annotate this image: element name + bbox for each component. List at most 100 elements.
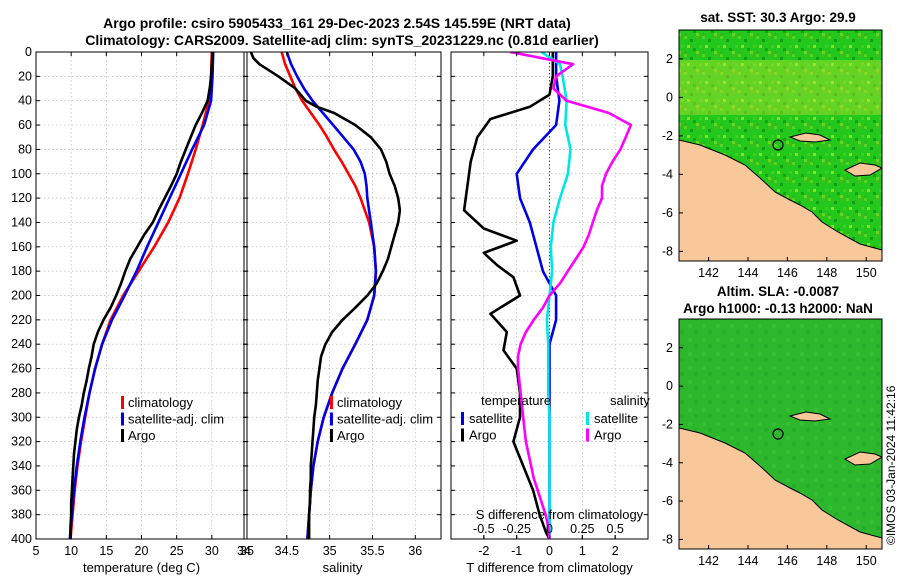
series-line-argo	[249, 52, 402, 539]
map-y-tick-label: 0	[666, 379, 673, 393]
sst-argo-location-marker	[772, 139, 784, 151]
legend-swatch-climatology	[121, 396, 124, 409]
map-y-tick-label: -8	[662, 532, 673, 546]
x-tick-label: -2	[478, 544, 489, 558]
series-line-argo	[69, 52, 214, 539]
secondary-x-tick-label: -0.25	[502, 522, 531, 536]
y-tick-label: 240	[11, 337, 32, 351]
map-y-tick-label: -2	[662, 417, 673, 431]
sla-map-title-line2: Argo h1000: -0.13 h2000: NaN	[683, 301, 873, 316]
map-x-tick-label: 146	[777, 266, 798, 280]
y-tick-label: 300	[11, 410, 32, 424]
legend-swatch-satellite-adj-clim	[121, 412, 124, 426]
legend-swatch-t-argo	[461, 428, 464, 442]
secondary-x-axis-label: S difference from climatology	[476, 507, 644, 522]
y-tick-label: 260	[11, 362, 32, 376]
series-line-s-argo	[509, 52, 633, 539]
map-x-tick-label: 144	[738, 554, 759, 568]
x-tick-label: 5	[33, 544, 40, 558]
legend-swatch-argo	[121, 429, 124, 442]
y-tick-label: 180	[11, 264, 32, 278]
x-tick-label: 35	[323, 544, 337, 558]
x-tick-label: 0	[546, 544, 553, 558]
y-tick-label: 80	[18, 142, 32, 156]
y-tick-label: 340	[11, 459, 32, 473]
legend-label-t-argo: Argo	[469, 428, 496, 443]
copyright-label: ©IMOS 03-Jan-2024 11:42:16	[884, 385, 898, 545]
secondary-x-tick-label: 0.5	[606, 522, 623, 536]
map-x-tick-label: 148	[816, 554, 837, 568]
x-axis-label: temperature (deg C)	[83, 560, 200, 575]
legend-swatch-t-satellite	[461, 412, 464, 425]
secondary-x-tick-label: 0	[546, 522, 553, 536]
y-tick-label: 20	[18, 69, 32, 83]
legend-swatch-s-satellite	[586, 412, 589, 425]
series-line-s-satellite	[540, 52, 572, 539]
sla-argo-location-marker	[772, 428, 784, 440]
x-axis-label: T difference from climatology	[466, 560, 633, 575]
sst-map-frame	[678, 29, 883, 262]
x-tick-label: 34.5	[275, 544, 299, 558]
difference-profile-panel: -2 -1 0 1 2 T difference from climatology temp…	[450, 51, 650, 575]
y-tick-label: 220	[11, 313, 32, 327]
figure-title-line1: Argo profile: csiro 5905433_161 29-Dec-2…	[103, 15, 571, 31]
x-axis-label: salinity	[323, 560, 363, 575]
sla-land-new-guinea	[679, 427, 882, 549]
legend-label-s-argo: Argo	[594, 428, 621, 443]
y-tick-label: 160	[11, 240, 32, 254]
map-x-tick-label: 146	[777, 554, 798, 568]
sst-island-east	[843, 162, 882, 177]
legend-label-satellite-adj-clim: satellite-adj. clim	[337, 412, 433, 427]
legend-label-t-satellite: satellite	[469, 411, 513, 426]
y-tick-label: 380	[11, 508, 32, 522]
x-tick-label: 15	[99, 544, 113, 558]
sla-map-frame	[678, 318, 883, 550]
series-group	[462, 52, 633, 539]
legend-label-climatology: climatology	[337, 395, 403, 410]
legend-label-s-satellite: satellite	[594, 411, 638, 426]
x-tick-label: -1	[511, 544, 522, 558]
map-y-tick-label: -6	[662, 494, 673, 508]
sla-map-title-line1: Altim. SLA: -0.0087	[717, 284, 839, 299]
grid-lines	[36, 52, 247, 539]
legend-title-salinity: salinity	[610, 393, 650, 408]
legend-swatch-satellite-adj-clim	[330, 412, 333, 426]
y-tick-label: 0	[25, 45, 32, 59]
y-tick-label: 200	[11, 289, 32, 303]
legend-title-temperature: temperature	[481, 393, 551, 408]
series-line-t-argo	[462, 52, 555, 539]
y-tick-label: 360	[11, 483, 32, 497]
map-y-tick-label: 0	[666, 90, 673, 104]
legend-swatch-climatology	[330, 396, 333, 409]
map-x-tick-label: 150	[856, 554, 877, 568]
sla-island	[788, 411, 832, 422]
y-tick-label: 280	[11, 386, 32, 400]
sst-warm-band	[679, 60, 882, 115]
sst-map-title: sat. SST: 30.3 Argo: 29.9	[700, 10, 856, 25]
x-tick-label: 1	[579, 544, 586, 558]
x-tick-label: 20	[135, 544, 149, 558]
series-group	[249, 52, 402, 539]
map-y-tick-label: -6	[662, 206, 673, 220]
x-tick-label: 10	[64, 544, 78, 558]
x-tick-label: 36	[408, 544, 422, 558]
y-tick-label: 400	[11, 532, 32, 546]
secondary-x-tick-label: 0.25	[570, 522, 594, 536]
map-x-tick-label: 144	[738, 266, 759, 280]
map-x-tick-label: 150	[856, 266, 877, 280]
legend-swatch-s-argo	[586, 428, 589, 442]
y-tick-label: 320	[11, 435, 32, 449]
y-tick-label: 60	[18, 118, 32, 132]
map-y-tick-label: -8	[662, 244, 673, 258]
map-y-tick-label: 2	[666, 341, 673, 355]
legend-label-satellite-adj-clim: satellite-adj. clim	[128, 412, 224, 427]
sst-island	[788, 132, 832, 143]
x-tick-label: 34	[237, 544, 251, 558]
legend-label-climatology: climatology	[128, 395, 194, 410]
map-x-tick-label: 142	[698, 554, 719, 568]
series-group	[68, 52, 215, 539]
map-y-tick-label: -4	[662, 167, 673, 181]
y-tick-label: 120	[11, 191, 32, 205]
sst-land-new-guinea	[679, 139, 882, 261]
